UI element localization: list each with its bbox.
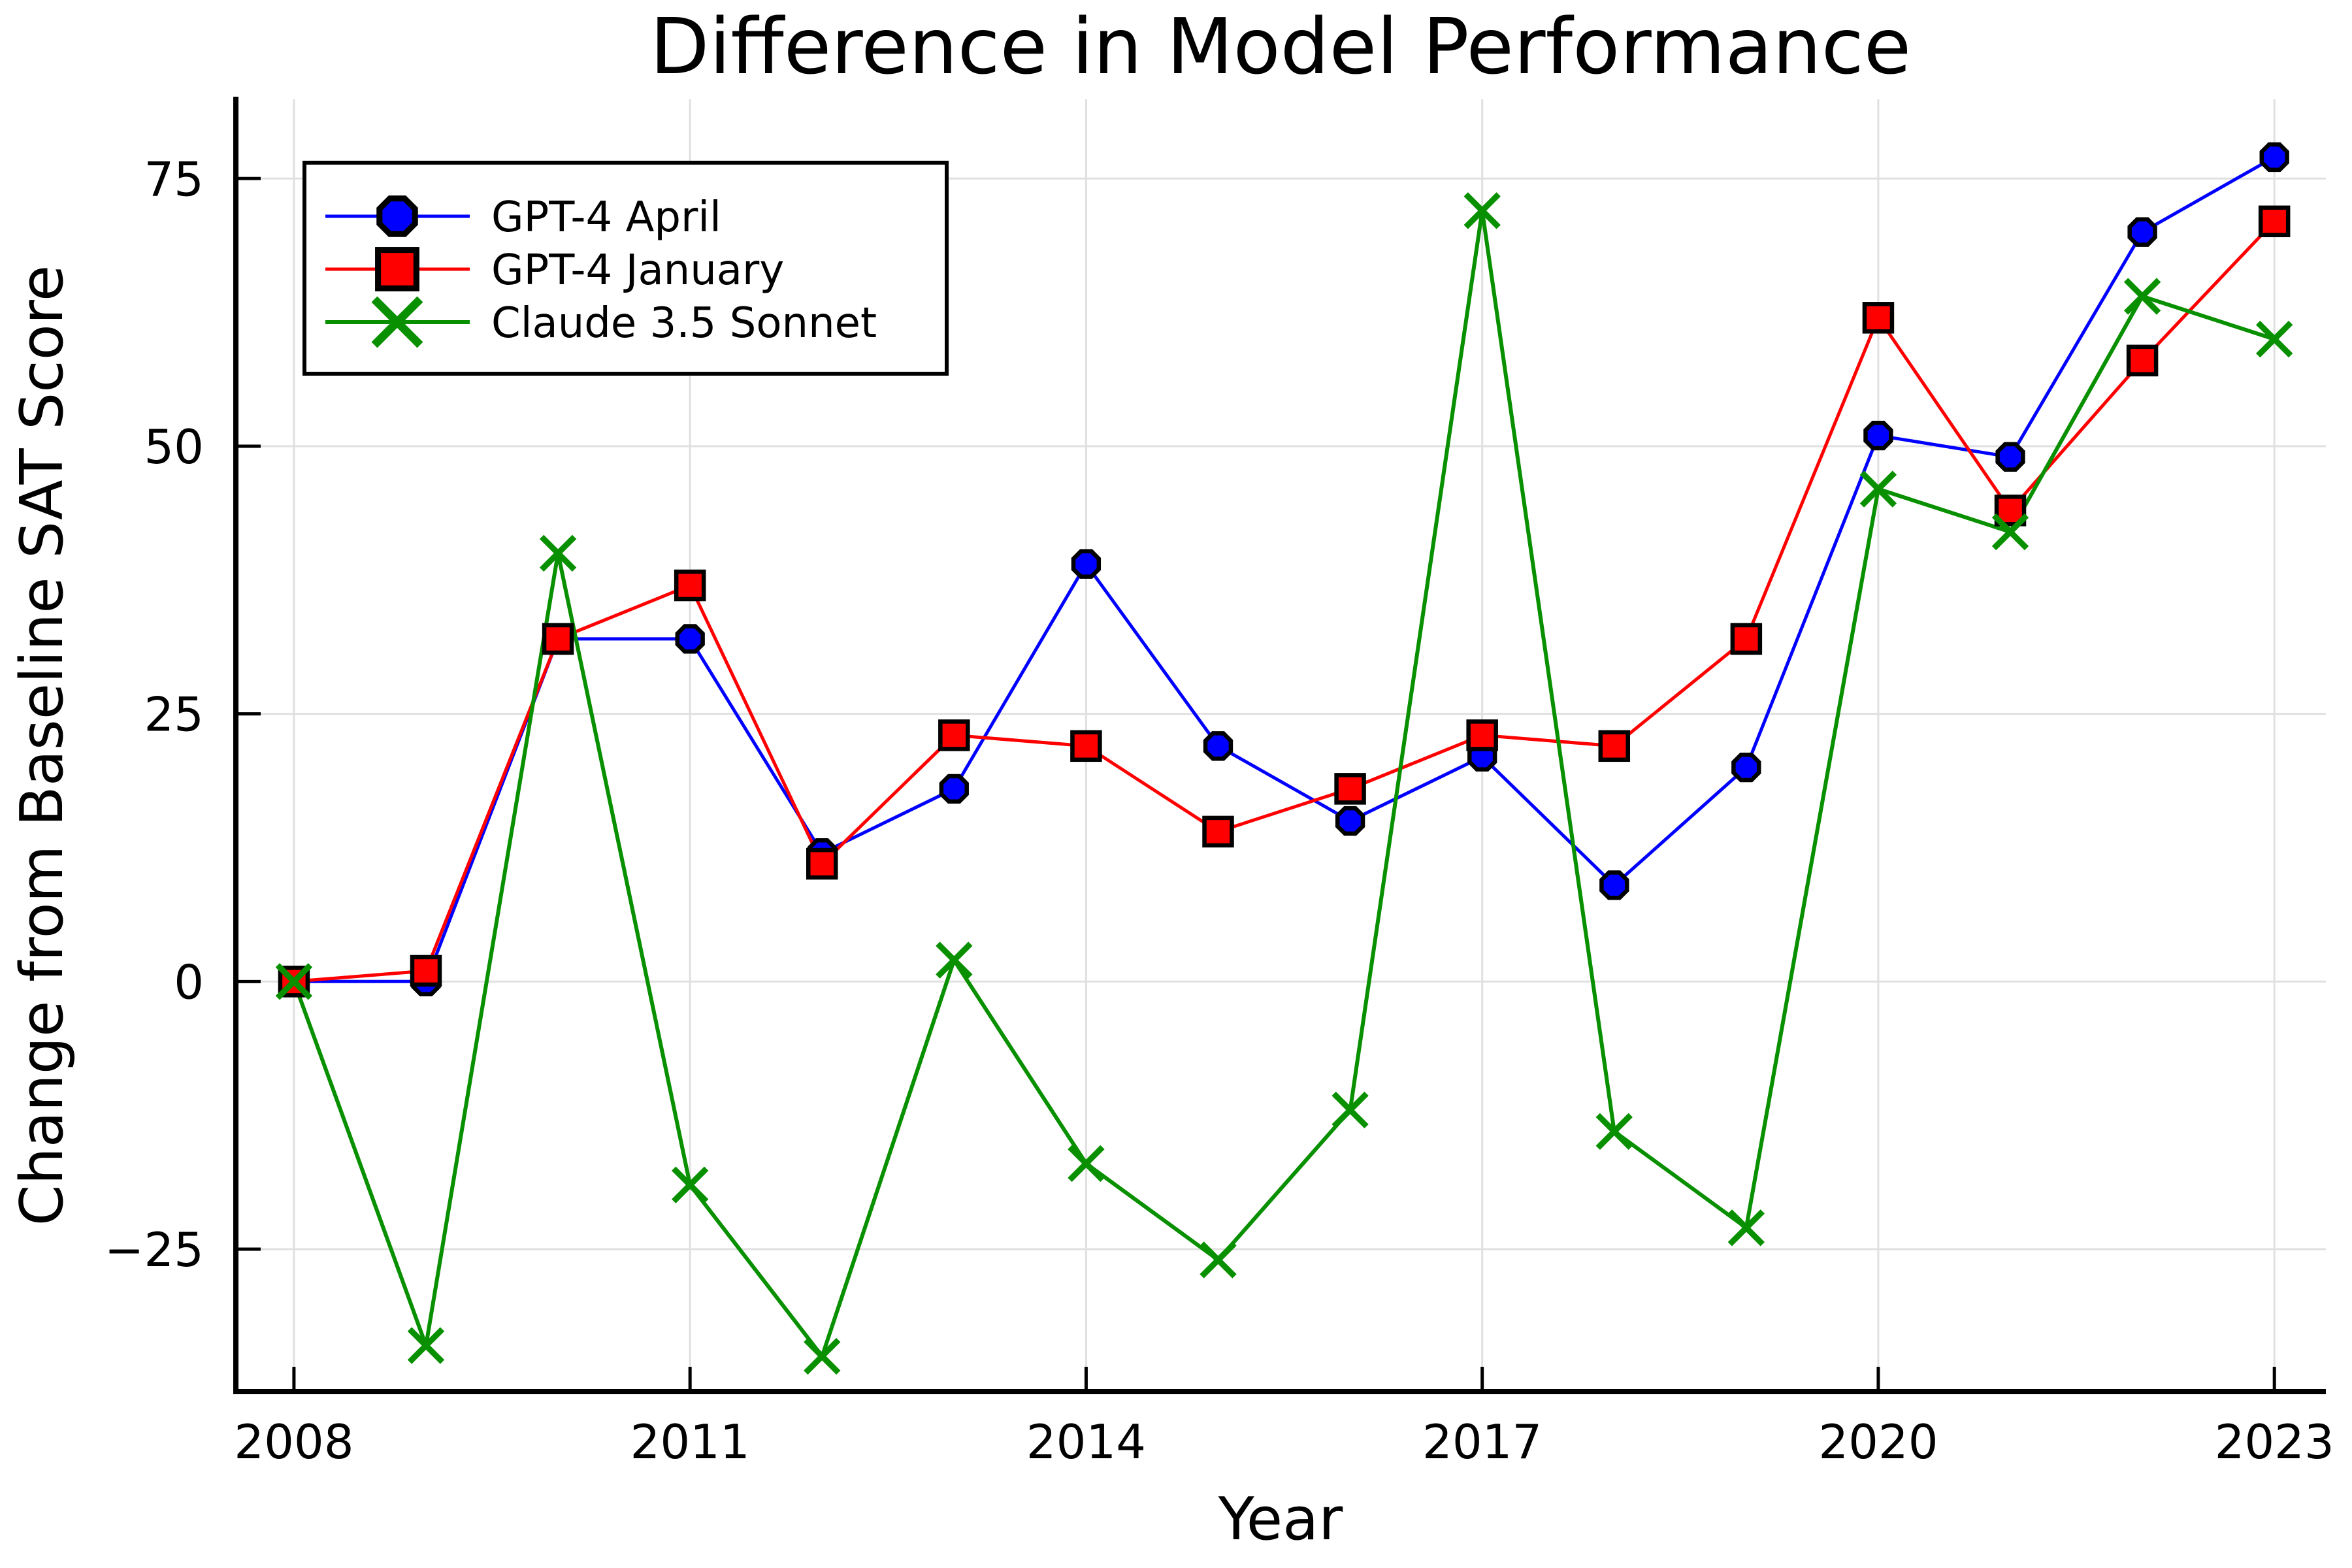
series-markers bbox=[275, 142, 2293, 1375]
legend-label: GPT-4 April bbox=[491, 193, 721, 242]
axis-ticks bbox=[236, 176, 2276, 1392]
data-point-square-marker bbox=[375, 247, 419, 291]
data-point-x-marker bbox=[1859, 470, 1897, 508]
chart-title: Difference in Model Performance bbox=[650, 1, 1911, 91]
data-point-square-marker bbox=[2126, 344, 2159, 377]
y-tick-label: 50 bbox=[144, 419, 204, 474]
legend-label: Claude 3.5 Sonnet bbox=[491, 299, 877, 348]
data-point-octagon-marker bbox=[1071, 549, 1102, 579]
legend-label: GPT-4 January bbox=[491, 246, 784, 295]
y-tick-label: 0 bbox=[174, 955, 204, 1009]
data-point-square-marker bbox=[1334, 773, 1366, 805]
data-point-x-marker bbox=[2123, 278, 2161, 315]
data-point-x-marker bbox=[1331, 1091, 1369, 1129]
y-tick-label: −25 bbox=[105, 1222, 204, 1277]
data-point-octagon-marker bbox=[1863, 420, 1893, 451]
data-point-square-marker bbox=[1202, 815, 1234, 848]
data-point-x-marker bbox=[407, 1327, 445, 1364]
data-point-x-marker bbox=[671, 1166, 709, 1203]
x-tick-label: 2014 bbox=[1026, 1414, 1146, 1469]
data-point-octagon-marker bbox=[1995, 442, 2025, 472]
data-point-octagon-marker bbox=[939, 774, 969, 804]
data-point-x-marker bbox=[539, 534, 577, 572]
data-point-square-marker bbox=[542, 623, 574, 655]
series-line-claude-3-5-sonnet bbox=[292, 208, 2276, 1358]
data-point-octagon-marker bbox=[1203, 731, 1233, 761]
data-point-x-marker bbox=[1200, 1241, 1237, 1279]
data-point-octagon-marker bbox=[1731, 752, 1761, 783]
data-point-octagon-marker bbox=[2127, 217, 2157, 247]
series-lines bbox=[292, 155, 2276, 1358]
data-point-square-marker bbox=[410, 955, 442, 987]
data-point-x-marker bbox=[936, 941, 973, 979]
data-point-x-marker bbox=[275, 963, 313, 1000]
x-axis-title: Year bbox=[1218, 1485, 1343, 1554]
x-tick-label: 2020 bbox=[1818, 1414, 1938, 1469]
data-point-square-marker bbox=[938, 719, 970, 751]
data-point-square-marker bbox=[2258, 205, 2291, 238]
x-tick-label: 2023 bbox=[2215, 1414, 2334, 1469]
data-point-octagon-marker bbox=[675, 624, 705, 654]
data-point-octagon-marker bbox=[376, 195, 418, 237]
data-point-square-marker bbox=[1466, 719, 1498, 751]
data-point-square-marker bbox=[1862, 302, 1895, 334]
x-tick-label: 2017 bbox=[1422, 1414, 1542, 1469]
legend-item: Claude 3.5 Sonnet bbox=[325, 296, 877, 348]
data-point-square-marker bbox=[1070, 730, 1102, 762]
data-point-square-marker bbox=[1598, 730, 1631, 762]
data-point-x-marker bbox=[1991, 513, 2029, 551]
y-tick-label: 75 bbox=[144, 152, 204, 206]
y-axis-title: Change from Baseline SAT Score bbox=[8, 265, 76, 1226]
data-point-x-marker bbox=[2256, 320, 2293, 358]
data-point-square-marker bbox=[674, 569, 706, 602]
legend-item: GPT-4 January bbox=[325, 246, 784, 295]
x-tick-label: 2011 bbox=[630, 1414, 750, 1469]
data-point-x-marker bbox=[1068, 1145, 1105, 1183]
data-point-square-marker bbox=[1730, 623, 1763, 655]
series-line-gpt-4-april bbox=[293, 155, 2276, 983]
axes-spines bbox=[233, 97, 2326, 1394]
data-point-x-marker bbox=[804, 1337, 841, 1375]
data-point-octagon-marker bbox=[1599, 870, 1629, 900]
tick-labels: 2008 2011 2014 2017 2020 2023 −25 0 25 50 75 bbox=[105, 152, 2334, 1469]
x-tick-label: 2008 bbox=[234, 1414, 353, 1469]
data-point-octagon-marker bbox=[1335, 806, 1365, 836]
data-point-x-marker bbox=[1727, 1209, 1765, 1247]
legend-item: GPT-4 April bbox=[325, 193, 721, 242]
y-tick-label: 25 bbox=[144, 687, 204, 742]
data-point-x-marker bbox=[1463, 192, 1501, 229]
data-point-x-marker bbox=[371, 296, 423, 348]
data-point-x-marker bbox=[1595, 1113, 1633, 1150]
series-line-gpt-4-january bbox=[293, 220, 2276, 983]
data-point-square-marker bbox=[806, 847, 838, 880]
data-point-octagon-marker bbox=[2259, 142, 2289, 172]
